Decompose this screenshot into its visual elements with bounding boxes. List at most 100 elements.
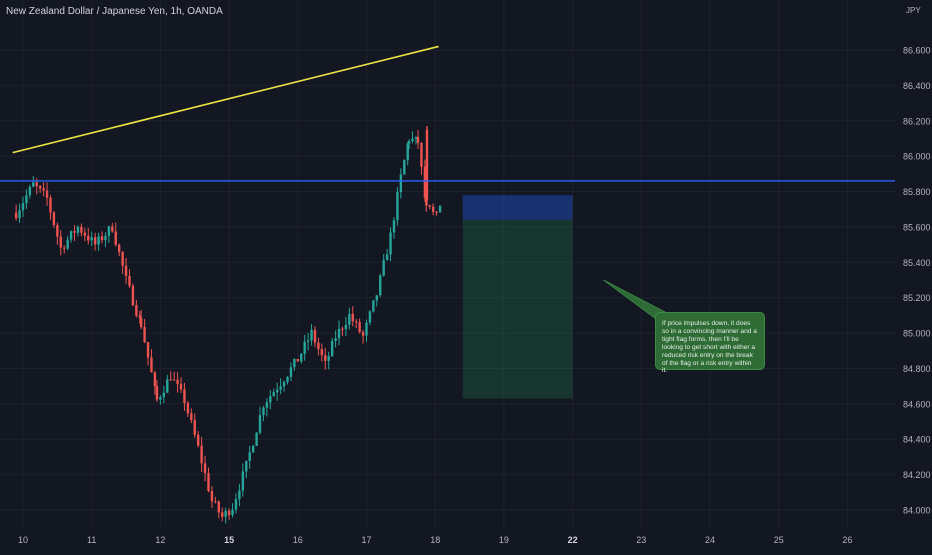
candle-body	[210, 491, 214, 502]
candle-body	[128, 275, 131, 286]
stop-loss-zone	[462, 195, 573, 220]
candle-body	[330, 341, 334, 357]
candle-body	[348, 313, 351, 325]
x-tick-label: 15	[224, 535, 234, 545]
candle-body	[104, 235, 107, 241]
x-tick-label: 16	[293, 535, 303, 545]
candle-body	[416, 136, 420, 143]
candle-body	[35, 182, 38, 187]
candle-body	[438, 205, 442, 213]
candle-body	[76, 226, 80, 233]
trendline	[12, 45, 439, 154]
candle-body	[351, 313, 354, 322]
candle-body	[420, 142, 423, 167]
candle-body	[190, 413, 193, 421]
candle-body	[361, 332, 365, 336]
y-tick-label: 84.800	[903, 364, 931, 374]
y-tick-label: 84.600	[903, 399, 931, 409]
candle-body	[159, 397, 162, 400]
candle-body	[265, 402, 269, 408]
y-tick-label: 85.600	[903, 222, 931, 232]
candle-body	[306, 340, 310, 342]
candle-body	[83, 232, 87, 236]
candle-body	[32, 182, 35, 187]
candle-body	[21, 203, 25, 211]
y-tick-label: 85.800	[903, 187, 931, 197]
candle-body	[428, 205, 431, 207]
candle-body	[275, 389, 279, 393]
candle-body	[203, 463, 207, 474]
x-tick-label: 23	[636, 535, 646, 545]
candle-body	[196, 434, 200, 446]
candle-body	[49, 197, 52, 213]
candle-body	[87, 235, 90, 241]
candle-body	[344, 324, 348, 330]
x-tick-label: 25	[774, 535, 784, 545]
x-tick-label: 22	[568, 535, 578, 545]
candle-body	[414, 136, 418, 139]
candle-body	[52, 212, 56, 226]
candle-body	[131, 285, 135, 306]
candle-body	[255, 432, 258, 446]
candle-body	[385, 254, 389, 261]
candle-body	[138, 315, 141, 318]
candle-body	[382, 260, 385, 276]
candle-body	[107, 226, 111, 236]
candles-layer	[14, 126, 442, 524]
candle-body	[200, 445, 203, 464]
candle-body	[375, 295, 379, 301]
candle-body	[310, 329, 313, 341]
candle-body	[431, 206, 435, 212]
candle-body	[337, 328, 341, 339]
y-tick-label: 86.000	[903, 152, 931, 162]
currency-label: JPY	[906, 6, 921, 15]
candle-body	[238, 490, 241, 500]
candle-body	[214, 501, 217, 503]
candle-body	[282, 382, 286, 387]
candle-body	[389, 232, 392, 255]
grid-layer	[0, 0, 895, 530]
candle-body	[176, 379, 179, 384]
candle-body	[59, 236, 62, 248]
y-tick-label: 86.400	[903, 81, 931, 91]
candle-body	[28, 186, 32, 196]
candle-body	[313, 329, 317, 343]
candle-body	[272, 392, 275, 397]
candle-body	[42, 188, 45, 191]
candle-body	[241, 471, 245, 491]
x-tick-label: 17	[361, 535, 371, 545]
y-tick-label: 85.000	[903, 329, 931, 339]
y-tick-label: 84.200	[903, 470, 931, 480]
candle-body	[248, 452, 251, 461]
candle-body	[80, 226, 83, 233]
candle-body	[245, 460, 248, 472]
y-tick-label: 85.200	[903, 293, 931, 303]
candle-body	[135, 305, 138, 316]
candle-body	[324, 355, 327, 361]
candle-body	[392, 220, 396, 233]
y-tick-label: 85.400	[903, 258, 931, 268]
candle-body	[296, 358, 299, 362]
candle-body	[411, 138, 414, 142]
candle-body	[227, 510, 231, 516]
candle-body	[217, 501, 220, 513]
candle-body	[289, 367, 293, 377]
candle-body	[293, 358, 296, 368]
candle-body	[221, 512, 224, 517]
candle-body	[365, 322, 368, 336]
chart-title: New Zealand Dollar / Japanese Yen, 1h, O…	[6, 6, 223, 17]
candle-body	[117, 244, 121, 253]
candle-body	[93, 237, 97, 245]
candle-body	[183, 389, 186, 403]
annotation-note[interactable]: If price impulses down, it does so in a …	[655, 312, 765, 374]
candle-body	[56, 225, 59, 237]
candle-body	[172, 379, 176, 381]
candle-body	[63, 247, 66, 249]
x-tick-label: 19	[499, 535, 509, 545]
candle-body	[45, 190, 49, 198]
candle-body	[69, 231, 73, 240]
candle-body	[286, 376, 289, 383]
candle-body	[179, 383, 183, 390]
